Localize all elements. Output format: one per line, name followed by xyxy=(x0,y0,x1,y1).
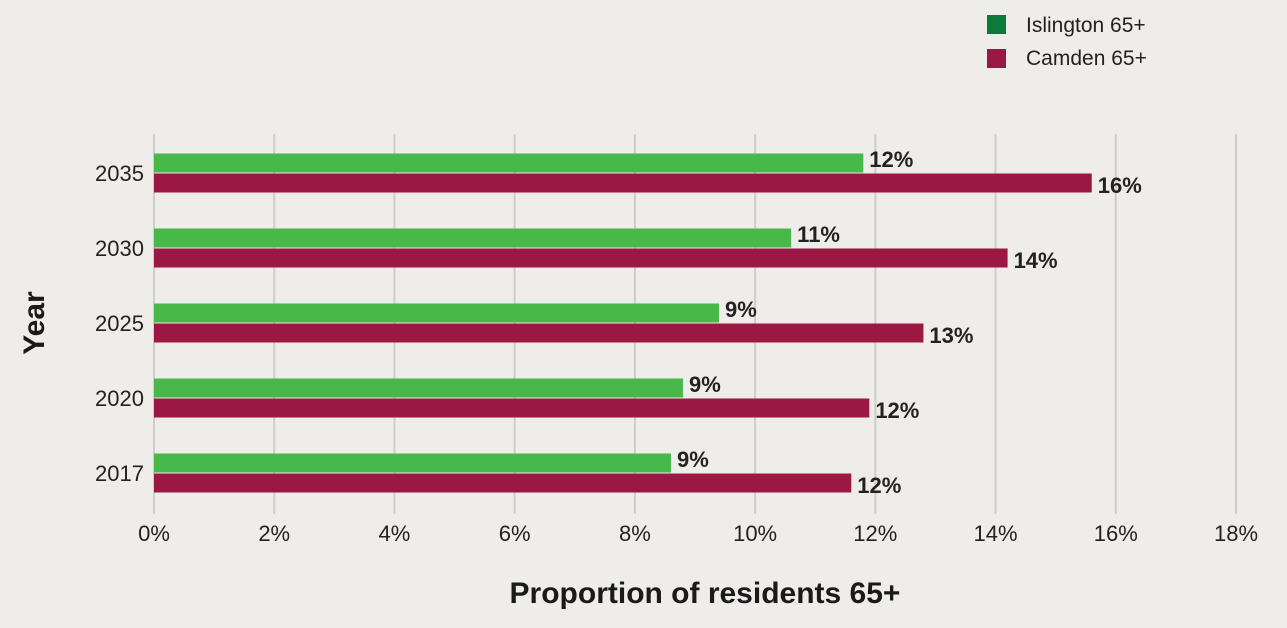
data-label-camden: 16% xyxy=(1098,173,1142,198)
bar-camden xyxy=(154,248,1008,268)
data-label-camden: 14% xyxy=(1014,248,1058,273)
bar-camden xyxy=(154,173,1092,193)
y-tick-label: 2017 xyxy=(95,461,144,486)
x-tick-label: 10% xyxy=(733,521,777,546)
data-labels: 9% 12% 9% 12% 9% 13% 11% 14% 12% 16% xyxy=(677,147,1142,498)
x-tick-label: 16% xyxy=(1094,521,1138,546)
data-label-islington: 12% xyxy=(869,147,913,172)
data-label-camden: 12% xyxy=(857,473,901,498)
bar-islington xyxy=(154,453,671,473)
x-tick-label: 2% xyxy=(258,521,290,546)
legend-label-islington: Islington 65+ xyxy=(1026,14,1146,37)
x-tick-label: 0% xyxy=(138,521,170,546)
data-label-camden: 12% xyxy=(875,398,919,423)
x-tick-label: 14% xyxy=(974,521,1018,546)
y-tick-label: 2030 xyxy=(95,236,144,261)
legend-swatch-camden xyxy=(987,49,1006,68)
y-axis-title: Year xyxy=(18,291,51,355)
legend-swatch-islington xyxy=(987,15,1006,34)
legend: Islington 65+ Camden 65+ xyxy=(987,14,1147,70)
bar-islington xyxy=(154,153,864,173)
bar-islington xyxy=(154,378,683,398)
data-label-islington: 11% xyxy=(797,222,840,247)
legend-label-camden: Camden 65+ xyxy=(1026,47,1147,70)
x-tick-label: 18% xyxy=(1214,521,1258,546)
data-label-islington: 9% xyxy=(689,372,721,397)
x-tick-label: 6% xyxy=(499,521,531,546)
y-axis-ticks: 2017 2020 2025 2030 2035 xyxy=(95,161,144,486)
x-tick-label: 8% xyxy=(619,521,651,546)
x-axis-title: Proportion of residents 65+ xyxy=(510,577,901,610)
bar-camden xyxy=(154,398,870,418)
data-label-camden: 13% xyxy=(929,323,973,348)
bars xyxy=(154,153,1092,493)
bar-islington xyxy=(154,303,720,323)
y-tick-label: 2020 xyxy=(95,386,144,411)
bar-camden xyxy=(154,473,852,493)
y-tick-label: 2025 xyxy=(95,311,144,336)
x-tick-label: 4% xyxy=(379,521,411,546)
y-tick-label: 2035 xyxy=(95,161,144,186)
data-label-islington: 9% xyxy=(677,447,709,472)
data-label-islington: 9% xyxy=(725,297,757,322)
bar-camden xyxy=(154,323,924,343)
x-tick-label: 12% xyxy=(853,521,897,546)
bar-islington xyxy=(154,228,792,248)
x-axis-ticks: 0% 2% 4% 6% 8% 10% 12% 14% 16% 18% xyxy=(138,521,1258,546)
